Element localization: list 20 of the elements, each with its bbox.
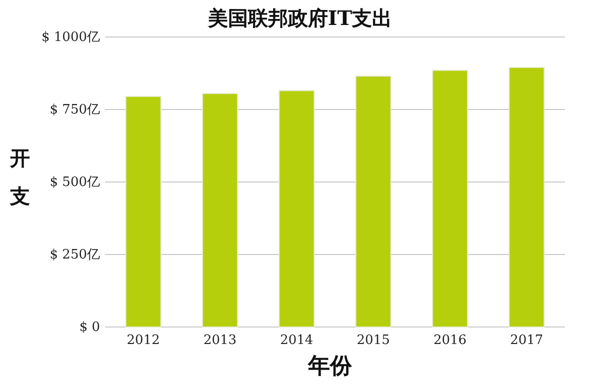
y-axis-title: 开支: [9, 146, 30, 208]
y-tick-label: $ 1000亿: [42, 30, 100, 45]
x-tick-label: 2013: [203, 333, 237, 348]
y-tick-label: $ 500亿: [50, 175, 100, 190]
x-tick-label: 2014: [280, 333, 314, 348]
x-tick-label: 2017: [510, 333, 544, 348]
chart-title: 美国联邦政府IT支出: [206, 6, 392, 30]
bar: [278, 90, 315, 328]
y-tick-label: $ 750亿: [50, 102, 100, 118]
x-tick-label: 2016: [433, 333, 467, 348]
y-tick-label: $ 0: [79, 320, 100, 335]
x-tick-label: 2012: [126, 333, 160, 348]
bar: [508, 66, 545, 328]
x-axis-title: 年份: [307, 353, 353, 379]
bar: [125, 96, 162, 328]
bar: [202, 93, 238, 328]
bar: [432, 70, 468, 328]
x-tick-label: 2015: [356, 333, 390, 348]
y-tick-label: $ 250亿: [50, 248, 100, 262]
bar: [355, 76, 392, 328]
